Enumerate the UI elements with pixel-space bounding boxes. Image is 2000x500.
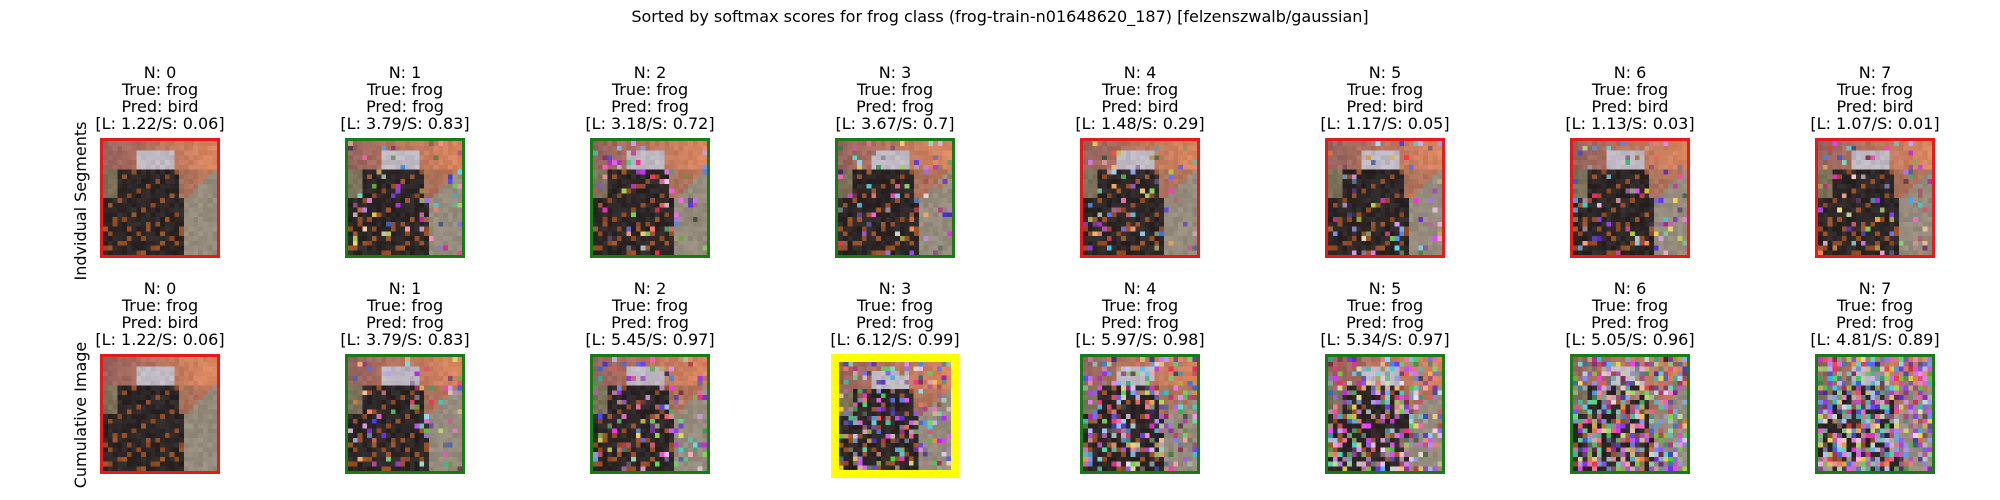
pred-label: Pred: frog	[611, 313, 689, 332]
true-label: True: frog	[611, 80, 689, 99]
pred-label: Pred: bird	[1101, 97, 1179, 116]
true-label: True: frog	[1101, 296, 1179, 315]
pred-label: Pred: frog	[856, 97, 934, 116]
frog-image	[348, 357, 462, 471]
segment-index-label: N: 0	[143, 63, 177, 82]
pred-label: Pred: bird	[121, 313, 199, 332]
score-label: [L: 4.81/S: 0.89]	[1810, 330, 1940, 349]
frog-image	[1328, 357, 1442, 471]
pred-label: Pred: frog	[1346, 313, 1424, 332]
image-frame	[590, 138, 710, 258]
frog-image	[1573, 357, 1687, 471]
segment-index-label: N: 0	[143, 279, 177, 298]
image-frame	[1325, 354, 1445, 474]
true-label: True: frog	[611, 296, 689, 315]
image-frame	[100, 138, 220, 258]
segment-index-label: N: 3	[878, 279, 912, 298]
image-frame	[345, 138, 465, 258]
frog-image	[838, 141, 952, 255]
segment-index-label: N: 1	[388, 63, 422, 82]
score-label: [L: 5.97/S: 0.98]	[1075, 330, 1205, 349]
image-frame	[345, 354, 465, 474]
segment-index-label: N: 2	[633, 63, 667, 82]
image-frame	[100, 354, 220, 474]
image-frame	[590, 354, 710, 474]
segment-index-label: N: 4	[1123, 279, 1157, 298]
score-label: [L: 1.22/S: 0.06]	[95, 330, 225, 349]
segment-index-label: N: 5	[1368, 63, 1402, 82]
frog-image	[1083, 357, 1197, 471]
pred-label: Pred: frog	[1591, 313, 1669, 332]
frog-image	[103, 141, 217, 255]
segment-index-label: N: 6	[1613, 279, 1647, 298]
pred-label: Pred: frog	[611, 97, 689, 116]
score-label: [L: 3.67/S: 0.7]	[835, 114, 955, 133]
frog-image	[839, 362, 951, 470]
frog-image	[1328, 141, 1442, 255]
true-label: True: frog	[856, 296, 934, 315]
frog-image	[348, 141, 462, 255]
score-label: [L: 5.05/S: 0.96]	[1565, 330, 1695, 349]
image-frame	[1080, 354, 1200, 474]
true-label: True: frog	[366, 296, 444, 315]
true-label: True: frog	[121, 80, 199, 99]
segment-index-label: N: 6	[1613, 63, 1647, 82]
frog-image	[103, 357, 217, 471]
segment-index-label: N: 2	[633, 279, 667, 298]
score-label: [L: 5.34/S: 0.97]	[1320, 330, 1450, 349]
frog-image	[1818, 357, 1932, 471]
score-label: [L: 1.22/S: 0.06]	[95, 114, 225, 133]
pred-label: Pred: bird	[1836, 97, 1914, 116]
image-frame	[835, 138, 955, 258]
score-label: [L: 3.79/S: 0.83]	[340, 114, 470, 133]
figure-title: Sorted by softmax scores for frog class …	[631, 7, 1369, 26]
score-label: [L: 6.12/S: 0.99]	[830, 330, 960, 349]
score-label: [L: 5.45/S: 0.97]	[585, 330, 715, 349]
frog-image	[593, 357, 707, 471]
pred-label: Pred: bird	[1591, 97, 1669, 116]
pred-label: Pred: bird	[121, 97, 199, 116]
true-label: True: frog	[1591, 296, 1669, 315]
pred-label: Pred: frog	[366, 97, 444, 116]
true-label: True: frog	[1591, 80, 1669, 99]
frog-image	[1573, 141, 1687, 255]
segment-index-label: N: 4	[1123, 63, 1157, 82]
image-frame	[831, 354, 959, 478]
frog-image	[1083, 141, 1197, 255]
segment-index-label: N: 5	[1368, 279, 1402, 298]
true-label: True: frog	[856, 80, 934, 99]
true-label: True: frog	[1346, 296, 1424, 315]
true-label: True: frog	[1101, 80, 1179, 99]
image-frame	[1570, 354, 1690, 474]
true-label: True: frog	[366, 80, 444, 99]
score-label: [L: 3.18/S: 0.72]	[585, 114, 715, 133]
pred-label: Pred: frog	[1101, 313, 1179, 332]
score-label: [L: 1.13/S: 0.03]	[1565, 114, 1695, 133]
row-label-individual-segments: Indvidual Segments	[71, 121, 90, 281]
frog-image	[593, 141, 707, 255]
image-frame	[1815, 354, 1935, 474]
true-label: True: frog	[121, 296, 199, 315]
score-label: [L: 3.79/S: 0.83]	[340, 330, 470, 349]
score-label: [L: 1.48/S: 0.29]	[1075, 114, 1205, 133]
image-frame	[1570, 138, 1690, 258]
segment-index-label: N: 7	[1858, 279, 1892, 298]
image-frame	[1080, 138, 1200, 258]
frog-image	[1818, 141, 1932, 255]
image-frame	[1325, 138, 1445, 258]
segment-index-label: N: 7	[1858, 63, 1892, 82]
true-label: True: frog	[1836, 296, 1914, 315]
pred-label: Pred: frog	[366, 313, 444, 332]
true-label: True: frog	[1836, 80, 1914, 99]
image-frame	[1815, 138, 1935, 258]
score-label: [L: 1.17/S: 0.05]	[1320, 114, 1450, 133]
pred-label: Pred: bird	[1346, 97, 1424, 116]
pred-label: Pred: frog	[856, 313, 934, 332]
score-label: [L: 1.07/S: 0.01]	[1810, 114, 1940, 133]
row-label-cumulative-image: Cumulative Image	[71, 341, 90, 489]
true-label: True: frog	[1346, 80, 1424, 99]
pred-label: Pred: frog	[1836, 313, 1914, 332]
segment-index-label: N: 1	[388, 279, 422, 298]
segment-index-label: N: 3	[878, 63, 912, 82]
